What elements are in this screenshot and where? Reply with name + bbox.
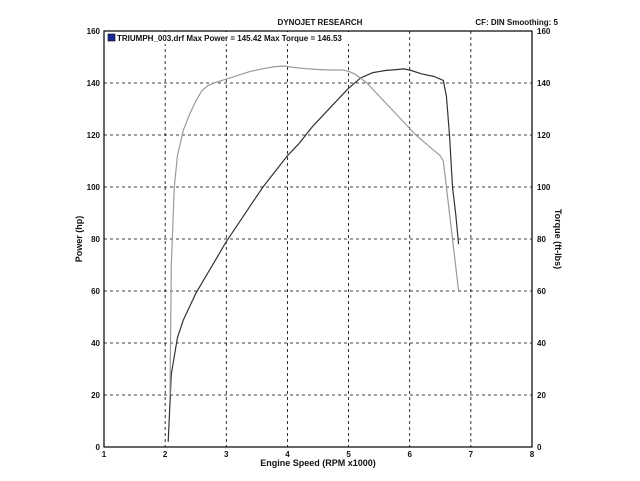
legend-swatch-icon	[107, 33, 116, 42]
y-tick-label-left: 40	[91, 339, 100, 348]
y-tick-label-right: 140	[537, 79, 551, 88]
series-lines	[167, 65, 460, 442]
y-tick-label-right: 80	[537, 235, 546, 244]
x-tick-label: 7	[469, 450, 474, 459]
y-axis-title-left: Power (hp)	[74, 216, 84, 263]
grid-lines	[104, 31, 532, 447]
y-tick-label-left: 0	[96, 443, 101, 452]
y-tick-label-right: 20	[537, 391, 546, 400]
y-tick-label-right: 160	[537, 27, 551, 36]
y-tick-label-right: 60	[537, 287, 546, 296]
x-tick-label: 1	[102, 450, 107, 459]
y-tick-label-left: 60	[91, 287, 100, 296]
y-tick-label-right: 120	[537, 131, 551, 140]
x-axis-title: Engine Speed (RPM x1000)	[260, 458, 376, 468]
x-tick-label: 6	[407, 450, 412, 459]
y-tick-label-right: 40	[537, 339, 546, 348]
y-tick-label-left: 160	[87, 27, 101, 36]
y-tick-label-right: 100	[537, 183, 551, 192]
x-tick-label: 5	[346, 450, 351, 459]
torque-curve	[169, 65, 460, 396]
legend-text: TRIUMPH_003.drf Max Power = 145.42 Max T…	[117, 34, 342, 43]
y-tick-label-left: 80	[91, 235, 100, 244]
settings-readout: CF: DIN Smoothing: 5	[475, 18, 558, 27]
y-tick-label-left: 140	[87, 79, 101, 88]
y-tick-label-left: 100	[87, 183, 101, 192]
chart-title: DYNOJET RESEARCH	[278, 18, 363, 27]
x-tick-label: 2	[163, 450, 168, 459]
plot-frame	[103, 30, 533, 448]
power-curve	[167, 68, 460, 442]
x-tick-label: 3	[224, 450, 229, 459]
y-axis-title-right: Torque (ft-lbs)	[553, 209, 563, 269]
x-tick-label: 8	[530, 450, 535, 459]
y-tick-label-right: 0	[537, 443, 542, 452]
legend-background	[106, 32, 374, 44]
y-tick-label-left: 20	[91, 391, 100, 400]
y-tick-label-left: 120	[87, 131, 101, 140]
legend: TRIUMPH_003.drf Max Power = 145.42 Max T…	[106, 32, 374, 44]
x-tick-label: 4	[285, 450, 290, 459]
